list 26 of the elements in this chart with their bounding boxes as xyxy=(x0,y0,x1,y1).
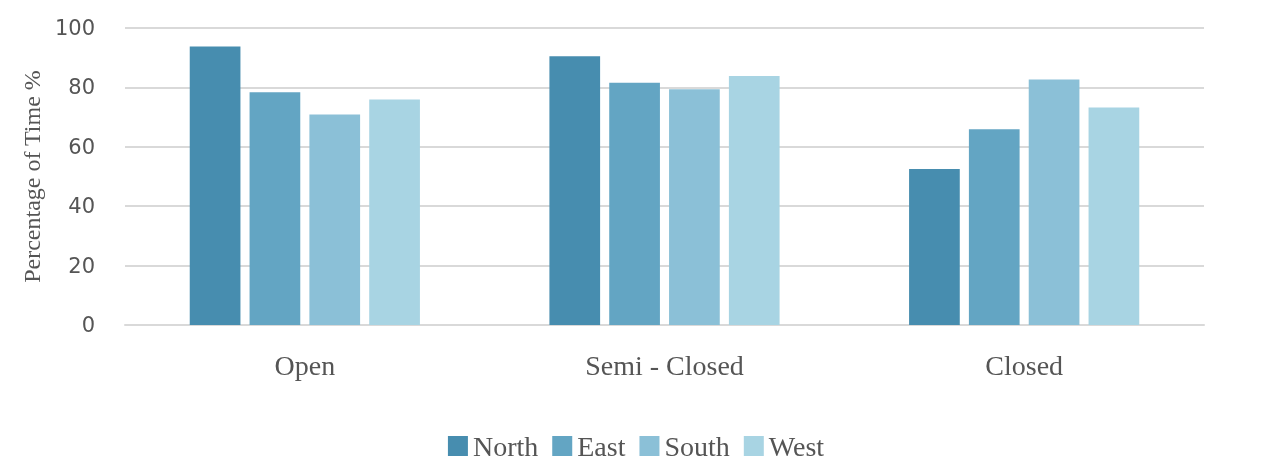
bar xyxy=(1028,79,1080,325)
x-tick-label: Semi - Closed xyxy=(585,349,744,381)
y-tick-label: 100 xyxy=(54,16,95,40)
bar xyxy=(369,99,420,325)
bar xyxy=(669,89,720,325)
x-tick-label: Closed xyxy=(985,349,1064,381)
bar xyxy=(549,56,601,325)
bar xyxy=(1088,107,1140,325)
legend-label: East xyxy=(577,430,626,462)
bar xyxy=(728,76,780,325)
y-tick-label: 40 xyxy=(68,194,95,219)
bar xyxy=(249,92,301,325)
y-tick-label: 80 xyxy=(68,75,95,100)
y-tick-label: 60 xyxy=(68,134,95,159)
bar xyxy=(309,114,361,325)
x-tick-label: Open xyxy=(274,349,336,381)
bar xyxy=(909,169,960,325)
bar xyxy=(609,82,660,325)
y-tick-label: 20 xyxy=(68,253,95,278)
bar xyxy=(968,129,1020,325)
legend-label: North xyxy=(472,430,539,462)
legend-label: West xyxy=(768,430,825,462)
bar xyxy=(189,46,241,325)
y-axis-title: Percentage of Time % xyxy=(19,70,46,283)
legend-label: South xyxy=(664,430,730,462)
y-tick-label: 0 xyxy=(81,313,95,337)
